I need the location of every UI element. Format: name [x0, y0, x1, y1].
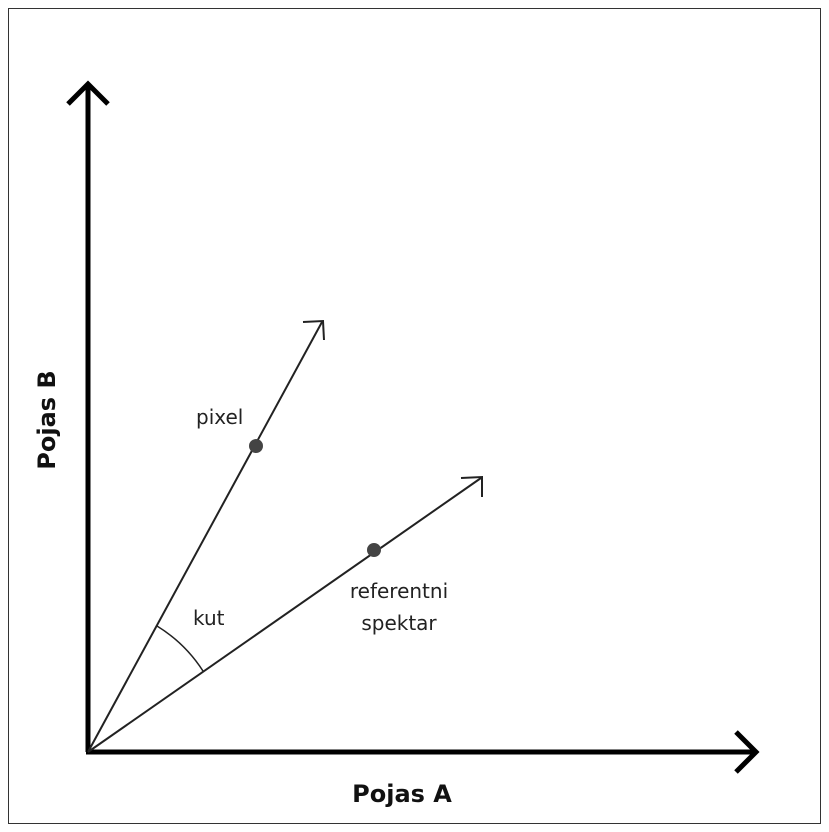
y-arrowhead: [66, 80, 110, 106]
y-axis-title: Pojas B: [33, 370, 61, 469]
angle-arc: [156, 625, 204, 672]
x-arrowhead: [734, 730, 760, 774]
reference-point: [367, 543, 381, 557]
pixel-point: [249, 439, 263, 453]
pixel-vector: [87, 321, 323, 753]
reference-vector: [87, 477, 482, 753]
x-axis-title: Pojas A: [352, 780, 452, 808]
pixel-label: pixel: [196, 405, 243, 429]
frame: [8, 8, 821, 824]
label-line: spektar: [361, 611, 437, 635]
reference-label: referentni spektar: [350, 579, 448, 635]
pixel-arrowhead: [302, 319, 325, 341]
label-line: referentni: [350, 579, 448, 603]
angle-label: kut: [193, 606, 225, 630]
reference-arrowhead: [460, 475, 483, 497]
